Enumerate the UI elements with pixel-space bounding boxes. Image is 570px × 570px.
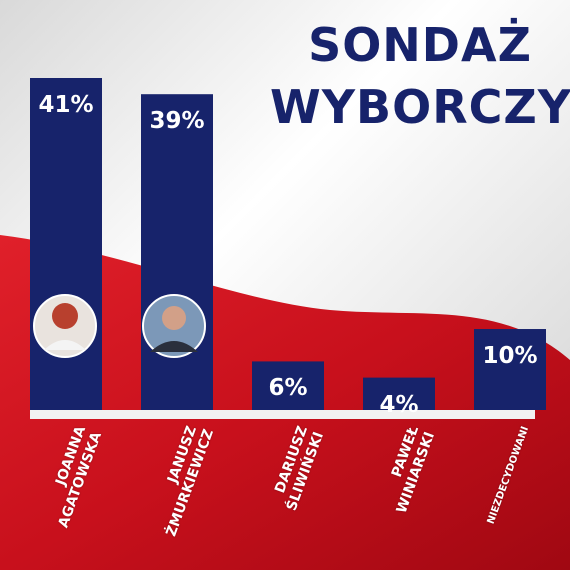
chart-title: SONDAŻ WYBORCZY — [270, 18, 570, 134]
photo-body — [150, 341, 198, 352]
value-label: 39% — [149, 108, 205, 135]
photo-face — [162, 306, 186, 330]
bar — [30, 78, 102, 410]
value-label: 10% — [482, 343, 538, 370]
bar — [141, 94, 213, 410]
photo-body — [44, 340, 86, 350]
value-label: 4% — [379, 391, 419, 418]
bar — [363, 377, 435, 410]
bar — [474, 329, 546, 410]
value-label: 6% — [268, 375, 308, 402]
baseline — [30, 410, 535, 419]
bar — [252, 361, 324, 410]
photo-hair — [52, 303, 78, 329]
value-label: 41% — [38, 92, 94, 118]
